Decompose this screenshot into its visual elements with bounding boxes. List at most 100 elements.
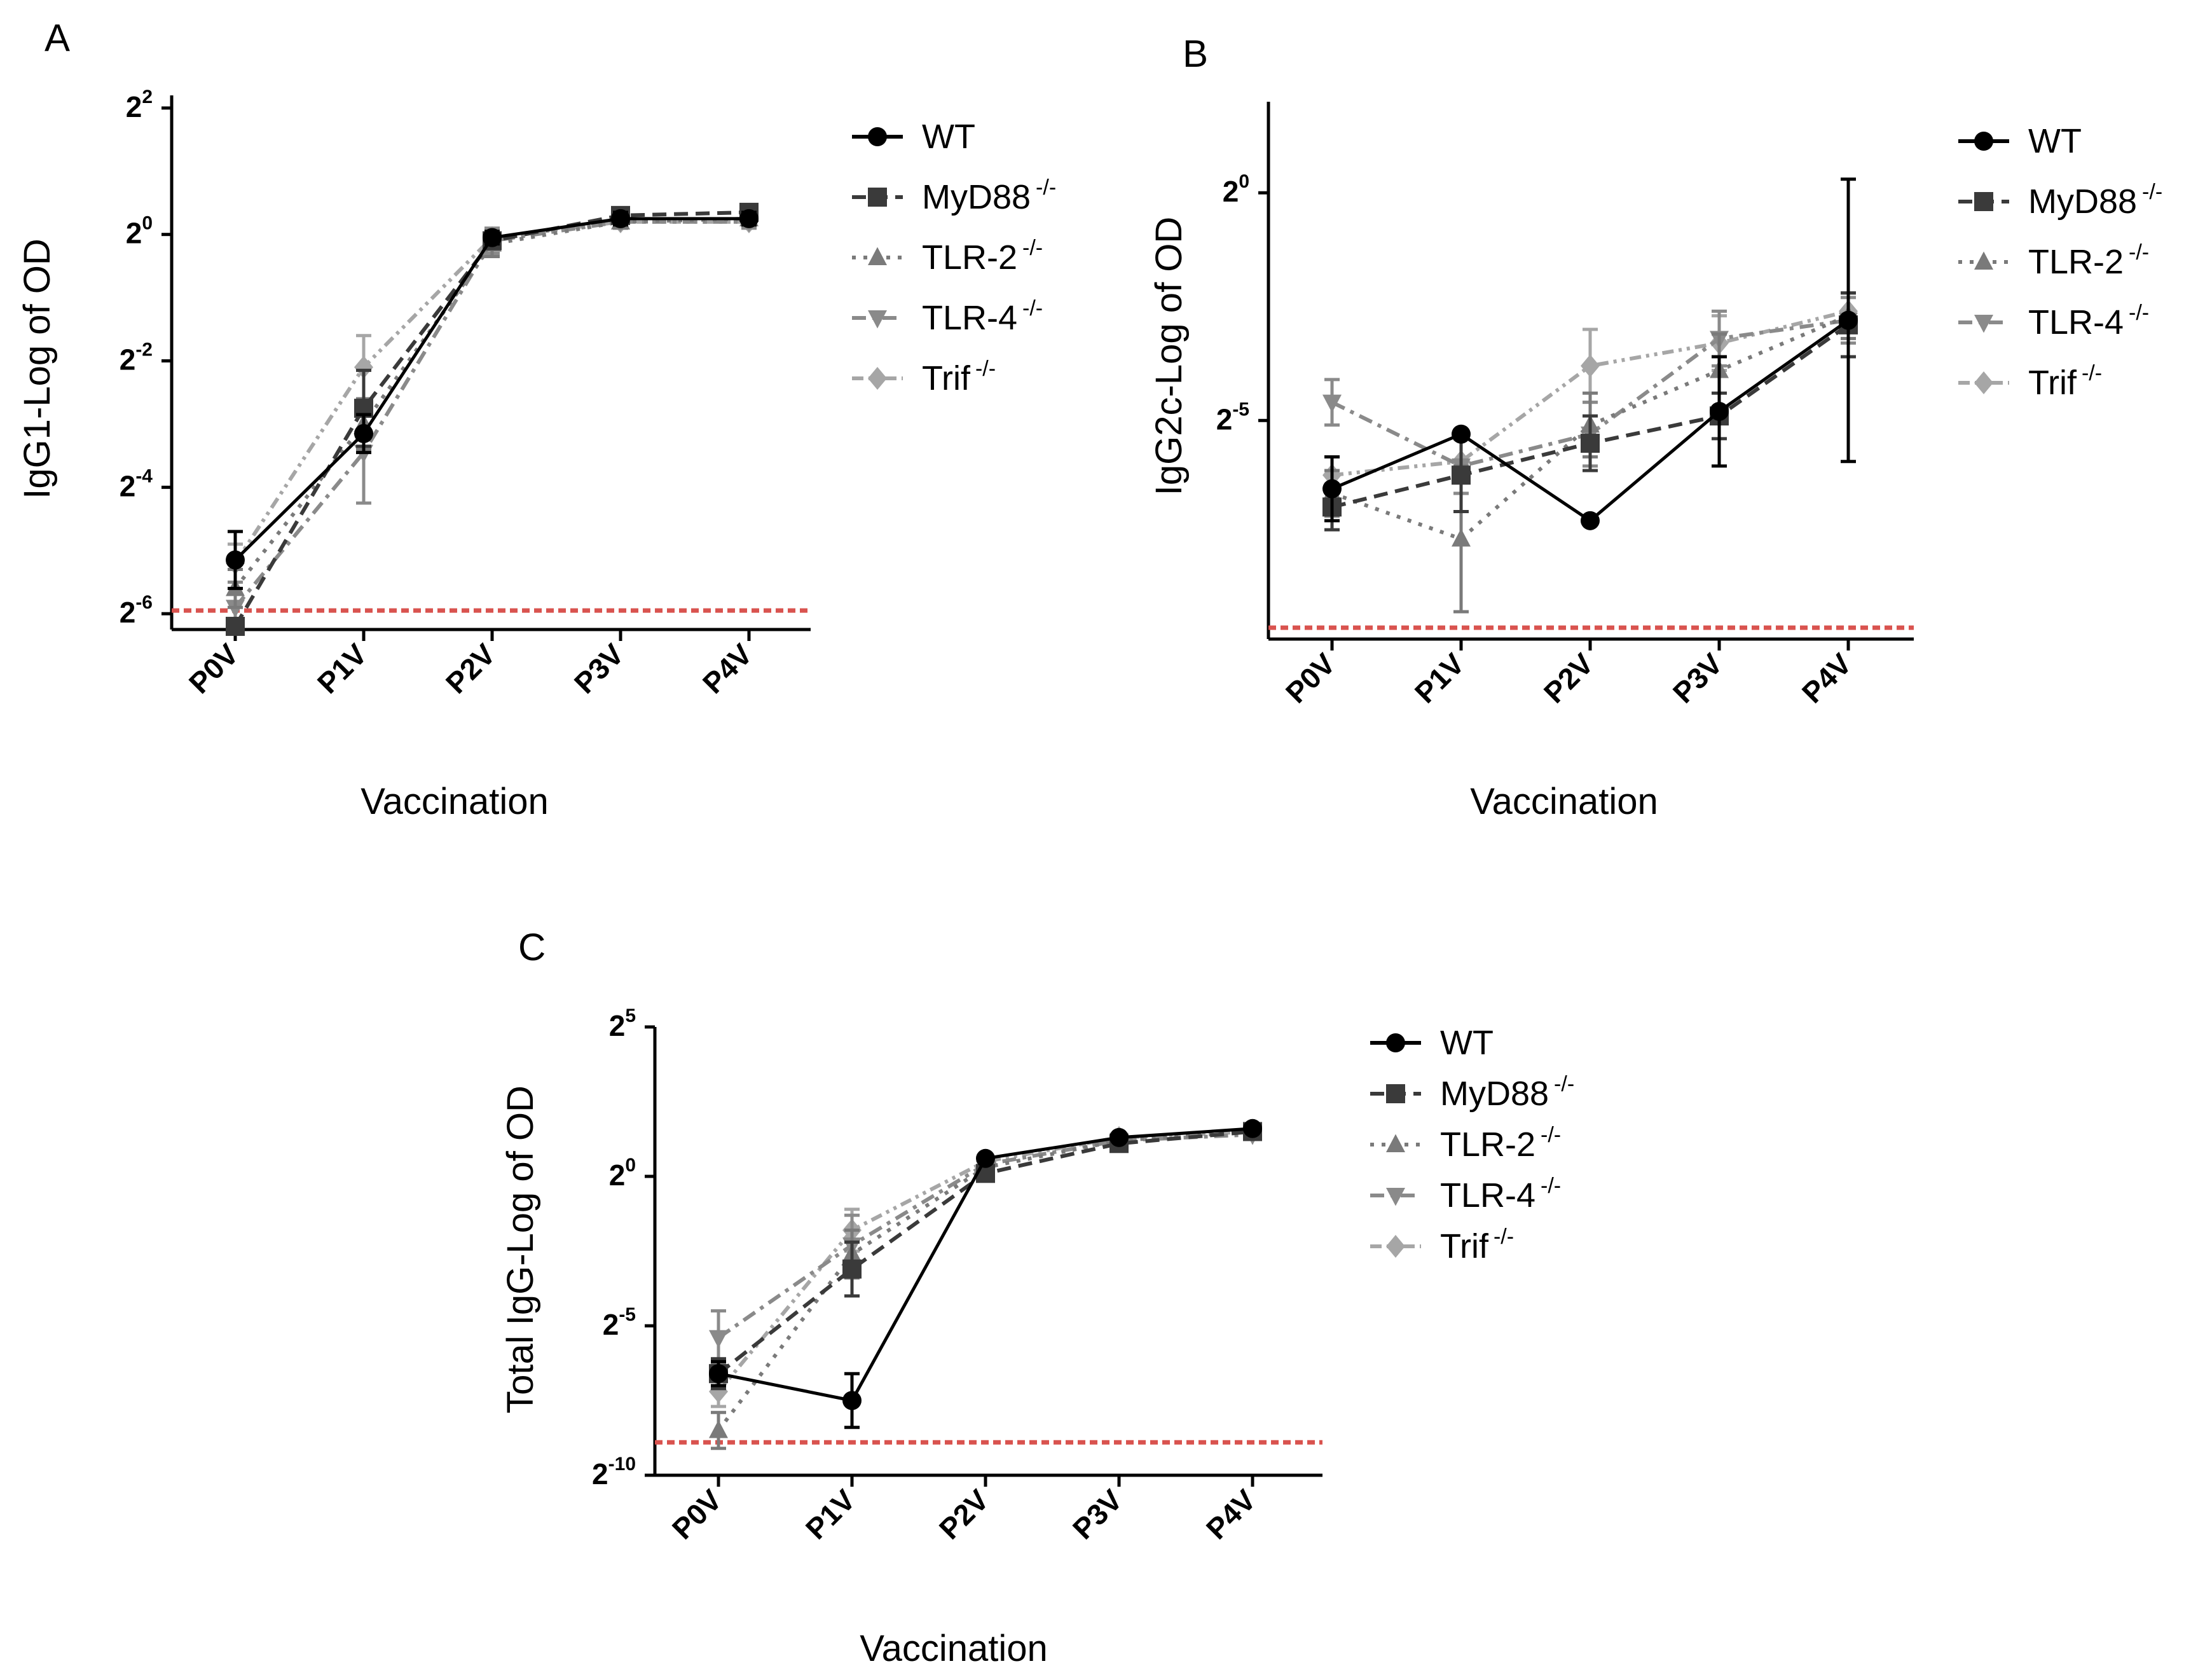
data-point xyxy=(354,423,373,443)
series-0 xyxy=(709,1119,1262,1429)
y-tick-label: 2-10 xyxy=(592,1454,636,1491)
data-point xyxy=(1581,354,1600,378)
y-axis-title-c: Total IgG-Log of OD xyxy=(500,1085,541,1414)
series-line xyxy=(1331,313,1850,541)
legend-marker xyxy=(1386,1033,1405,1052)
data-point xyxy=(1839,310,1858,330)
y-axis-title-b: IgG2c-Log of OD xyxy=(1148,217,1190,495)
legend-marker xyxy=(1386,1134,1405,1152)
legend-item: MyD88 -/- xyxy=(1958,180,2162,221)
legend-label: TLR-4 -/- xyxy=(1440,1174,1561,1215)
series-4 xyxy=(226,210,759,584)
data-point xyxy=(1581,434,1600,453)
series-1 xyxy=(226,202,759,637)
y-tick-label: 2-6 xyxy=(120,592,153,629)
data-point xyxy=(226,550,245,570)
legend-marker xyxy=(1974,192,1993,211)
legend-marker xyxy=(868,188,887,207)
data-point xyxy=(611,209,630,228)
legend-label: TLR-4 -/- xyxy=(2028,301,2149,341)
data-point xyxy=(1322,394,1342,413)
data-point xyxy=(709,1330,728,1349)
y-tick-label: 20 xyxy=(609,1155,636,1192)
x-tick-label: P1V xyxy=(799,1483,862,1545)
x-tick-label: P4V xyxy=(1200,1483,1262,1545)
data-point xyxy=(354,355,373,379)
series-3 xyxy=(226,214,759,635)
legend-item: WT xyxy=(852,118,975,156)
legend-item: TLR-4 -/- xyxy=(1958,301,2149,341)
y-tick-label: 20 xyxy=(126,213,153,250)
series-2 xyxy=(226,208,759,609)
x-axis-title-c: Vaccination xyxy=(860,1628,1048,1669)
legend-marker xyxy=(1974,132,1993,151)
x-tick-label: P3V xyxy=(1066,1483,1129,1545)
legend-item: TLR-2 -/- xyxy=(852,236,1043,277)
legend-item: MyD88 -/- xyxy=(852,176,1056,216)
series-line xyxy=(234,217,749,561)
legend-label: Trif -/- xyxy=(922,357,996,397)
legend-marker xyxy=(868,127,887,146)
legend-marker xyxy=(868,247,887,265)
legend-label: WT xyxy=(922,118,975,156)
data-point xyxy=(1581,511,1600,530)
data-point xyxy=(1452,528,1471,547)
y-tick-label: 2-2 xyxy=(120,340,153,376)
legend-marker xyxy=(1386,1235,1405,1258)
panel-letter-a: A xyxy=(45,17,70,59)
series-line xyxy=(233,219,749,609)
y-tick-label: 22 xyxy=(126,86,153,123)
legend-label: WT xyxy=(1440,1024,1494,1062)
legend-item: Trif -/- xyxy=(1958,361,2102,402)
data-point xyxy=(1322,479,1342,499)
panel-c: C Total IgG-Log of OD Vaccination 25 20 2-… xyxy=(500,926,1574,1669)
series-0 xyxy=(226,209,759,590)
legend-marker xyxy=(1974,371,1993,394)
x-tick-label: P4V xyxy=(1796,647,1858,709)
legend-item: TLR-4 -/- xyxy=(1370,1174,1561,1215)
legend-item: TLR-4 -/- xyxy=(852,296,1043,337)
data-point xyxy=(709,1364,728,1384)
legend-label: TLR-2 -/- xyxy=(922,236,1043,277)
legend-item: Trif -/- xyxy=(852,357,996,397)
panel-letter-b: B xyxy=(1183,32,1208,75)
data-point xyxy=(709,1420,728,1438)
legend-label: Trif -/- xyxy=(1440,1225,1514,1265)
legend-label: MyD88 -/- xyxy=(1440,1072,1574,1113)
y-tick-label: 25 xyxy=(609,1005,636,1042)
legend-marker xyxy=(868,367,887,390)
x-tick-label: P0V xyxy=(182,637,245,699)
y-tick-label: 2-5 xyxy=(603,1304,636,1341)
x-tick-label: P2V xyxy=(933,1483,995,1545)
panel-b: B IgG2c-Log of OD Vaccination 20 2-5 P0V P1… xyxy=(1148,32,2162,822)
legend-marker xyxy=(1386,1188,1405,1206)
data-point xyxy=(1243,1119,1262,1138)
legend-item: Trif -/- xyxy=(1370,1225,1514,1265)
data-point xyxy=(976,1148,995,1168)
series-0 xyxy=(1322,177,1858,530)
series-line xyxy=(233,210,750,628)
x-tick-label: P2V xyxy=(439,637,502,699)
legend-label: Trif -/- xyxy=(2028,361,2102,402)
y-tick-label: 2-4 xyxy=(120,465,153,502)
legend-label: TLR-4 -/- xyxy=(922,296,1043,337)
legend-item: TLR-2 -/- xyxy=(1958,240,2149,281)
data-point xyxy=(739,209,759,228)
data-point xyxy=(842,1259,862,1279)
data-point xyxy=(1109,1127,1129,1147)
x-tick-label: P1V xyxy=(311,637,373,699)
legend-label: MyD88 -/- xyxy=(2028,180,2162,221)
data-point xyxy=(842,1391,862,1410)
x-axis-title-a: Vaccination xyxy=(361,781,549,822)
series-line xyxy=(233,216,750,590)
legend-marker xyxy=(1974,315,1993,333)
y-tick-label: 20 xyxy=(1223,171,1249,208)
x-tick-label: P0V xyxy=(1279,647,1342,709)
x-axis-title-b: Vaccination xyxy=(1470,781,1658,822)
x-tick-label: P4V xyxy=(696,637,759,699)
data-point xyxy=(483,228,502,247)
panel-a: A IgG1-Log of OD Vaccination 22 20 2-2 2-4 2… xyxy=(17,17,1056,822)
y-axis-title-a: IgG1-Log of OD xyxy=(17,238,58,499)
x-tick-label: P0V xyxy=(666,1483,728,1545)
